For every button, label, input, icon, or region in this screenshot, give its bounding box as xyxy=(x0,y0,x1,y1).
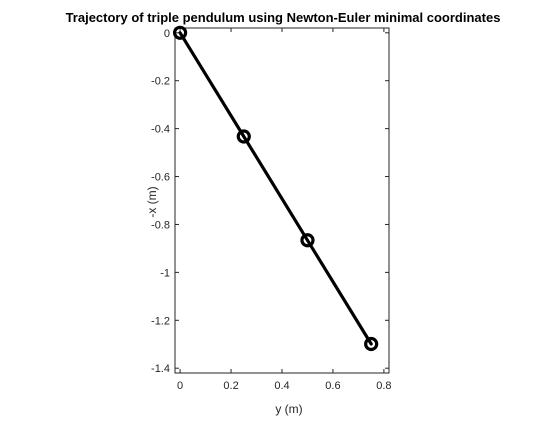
chart-title: Trajectory of triple pendulum using Newt… xyxy=(66,10,501,25)
data-point-marker xyxy=(172,25,188,40)
y-tick-label: -1 xyxy=(160,267,170,279)
x-tick-label: 0.6 xyxy=(325,380,340,392)
y-axis-label: -x (m) xyxy=(145,186,159,217)
y-tick-label: -0.4 xyxy=(151,124,170,136)
x-tick-label: 0.2 xyxy=(223,380,238,392)
y-tick-label: -1.2 xyxy=(151,315,170,327)
y-tick-label: -0.2 xyxy=(151,76,170,88)
ticks: 0 0.2 0.4 0.6 0.8 0 -0.2 -0.4 -0.6 -0.8 -1 -1.2 -1.4 xyxy=(151,28,392,392)
series-line xyxy=(178,31,373,346)
x-tick-label: 0.4 xyxy=(274,380,289,392)
data-point-marker xyxy=(300,233,315,248)
y-tick-label: 0 xyxy=(164,28,170,40)
series xyxy=(172,25,379,352)
x-axis-label: y (m) xyxy=(275,402,302,416)
y-tick-label: -0.8 xyxy=(151,219,170,231)
x-tick-label: 0.8 xyxy=(376,380,391,392)
x-tick-label: 0 xyxy=(177,380,183,392)
data-point-marker xyxy=(236,129,251,144)
y-tick-label: -0.6 xyxy=(151,172,170,184)
y-tick-label: -1.4 xyxy=(151,363,170,375)
data-point-marker xyxy=(364,336,379,352)
